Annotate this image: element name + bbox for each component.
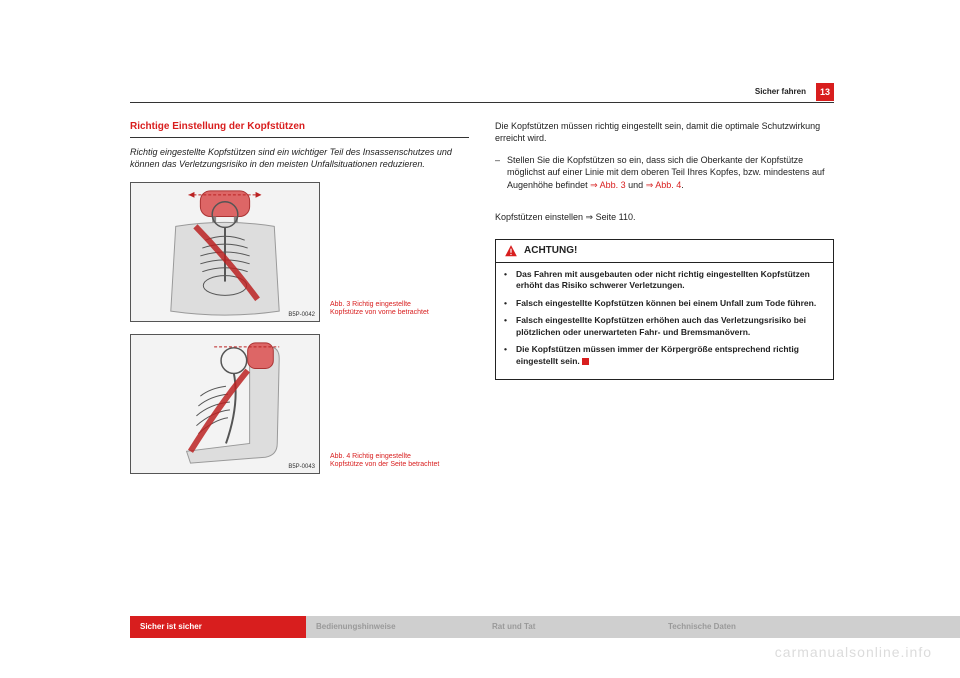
watermark: carmanualsonline.info	[775, 643, 932, 662]
figure-4-row: B5P-0043 Abb. 4 Richtig einge­stellte Ko…	[130, 334, 469, 474]
figure-4: B5P-0043	[130, 334, 320, 474]
header-rule	[130, 102, 834, 103]
figure-4-code: B5P-0043	[288, 463, 315, 471]
dash-icon: –	[495, 154, 507, 190]
footer-tab-active[interactable]: Sicher ist sicher	[130, 616, 306, 638]
warning-title: ACHTUNG!	[524, 244, 577, 258]
right-column: Die Kopfstützen müssen richtig eingestel…	[495, 120, 834, 594]
headrest-side-icon	[131, 335, 319, 473]
footer-tab[interactable]: Rat und Tat	[482, 616, 658, 638]
warning-text: Falsch eingestellte Kopfstützen können b…	[516, 298, 816, 309]
section-title: Richtige Einstellung der Kopfstützen	[130, 120, 469, 138]
warning-item: •Das Fahren mit ausgebauten oder nicht r…	[504, 269, 825, 292]
figure-3-row: B5P-0042 Abb. 3 Richtig einge­stellte Ko…	[130, 182, 469, 322]
figure-3: B5P-0042	[130, 182, 320, 322]
instruction-bullet: – Stellen Sie die Kopfstützen so ein, da…	[495, 154, 834, 190]
warning-header: ACHTUNG!	[496, 240, 833, 263]
page-number: 13	[816, 83, 834, 101]
warning-text: Die Kopfstützen müssen immer der Körperg…	[516, 344, 799, 365]
instruction-part-c: .	[681, 180, 684, 190]
paragraph-2: Kopfstützen einstellen ⇒ Seite 110.	[495, 211, 834, 223]
footer-tab[interactable]: Bedienungshinweise	[306, 616, 482, 638]
instruction-part-b: und	[626, 180, 646, 190]
intro-text: Richtig eingestellte Kopfstützen sind ei…	[130, 146, 469, 170]
footer-gap	[834, 616, 960, 638]
warning-item: •Die Kopfstützen müssen immer der Körper…	[504, 344, 825, 367]
warning-text-last: Die Kopfstützen müssen immer der Körperg…	[516, 344, 825, 367]
link-abb3: ⇒ Abb. 3	[590, 180, 626, 190]
warning-body: •Das Fahren mit ausgebauten oder nicht r…	[496, 263, 833, 379]
warning-item: •Falsch eingestellte Kopfstützen können …	[504, 298, 825, 309]
running-header: Sicher fahren 13	[755, 84, 834, 100]
page: Sicher fahren 13 Richtige Einstellung de…	[0, 0, 960, 678]
footer-nav: Sicher ist sicher Bedienungshinweise Rat…	[0, 616, 960, 638]
warning-item: •Falsch eingestellte Kopfstützen erhöhen…	[504, 315, 825, 338]
warning-icon	[504, 244, 518, 258]
warning-text: Falsch eingestellte Kopfstützen erhöhen …	[516, 315, 825, 338]
warning-box: ACHTUNG! •Das Fahren mit ausgebauten ode…	[495, 239, 834, 380]
end-marker-icon	[582, 358, 589, 365]
link-abb4: ⇒ Abb. 4	[646, 180, 682, 190]
paragraph-1: Die Kopfstützen müssen richtig eingestel…	[495, 120, 834, 144]
footer-tab[interactable]: Technische Daten	[658, 616, 834, 638]
footer-gap	[0, 616, 130, 638]
warning-text: Das Fahren mit ausgebauten oder nicht ri…	[516, 269, 825, 292]
header-section: Sicher fahren	[755, 87, 812, 98]
left-column: Richtige Einstellung der Kopfstützen Ric…	[130, 120, 469, 594]
figure-4-caption: Abb. 4 Richtig einge­stellte Kopfstütze …	[330, 453, 440, 474]
headrest-front-icon	[131, 183, 319, 321]
figure-3-code: B5P-0042	[288, 311, 315, 319]
figure-3-caption: Abb. 3 Richtig einge­stellte Kopfstütze …	[330, 301, 440, 322]
instruction-text: Stellen Sie die Kopfstützen so ein, dass…	[507, 154, 834, 190]
content-area: Richtige Einstellung der Kopfstützen Ric…	[130, 120, 834, 594]
